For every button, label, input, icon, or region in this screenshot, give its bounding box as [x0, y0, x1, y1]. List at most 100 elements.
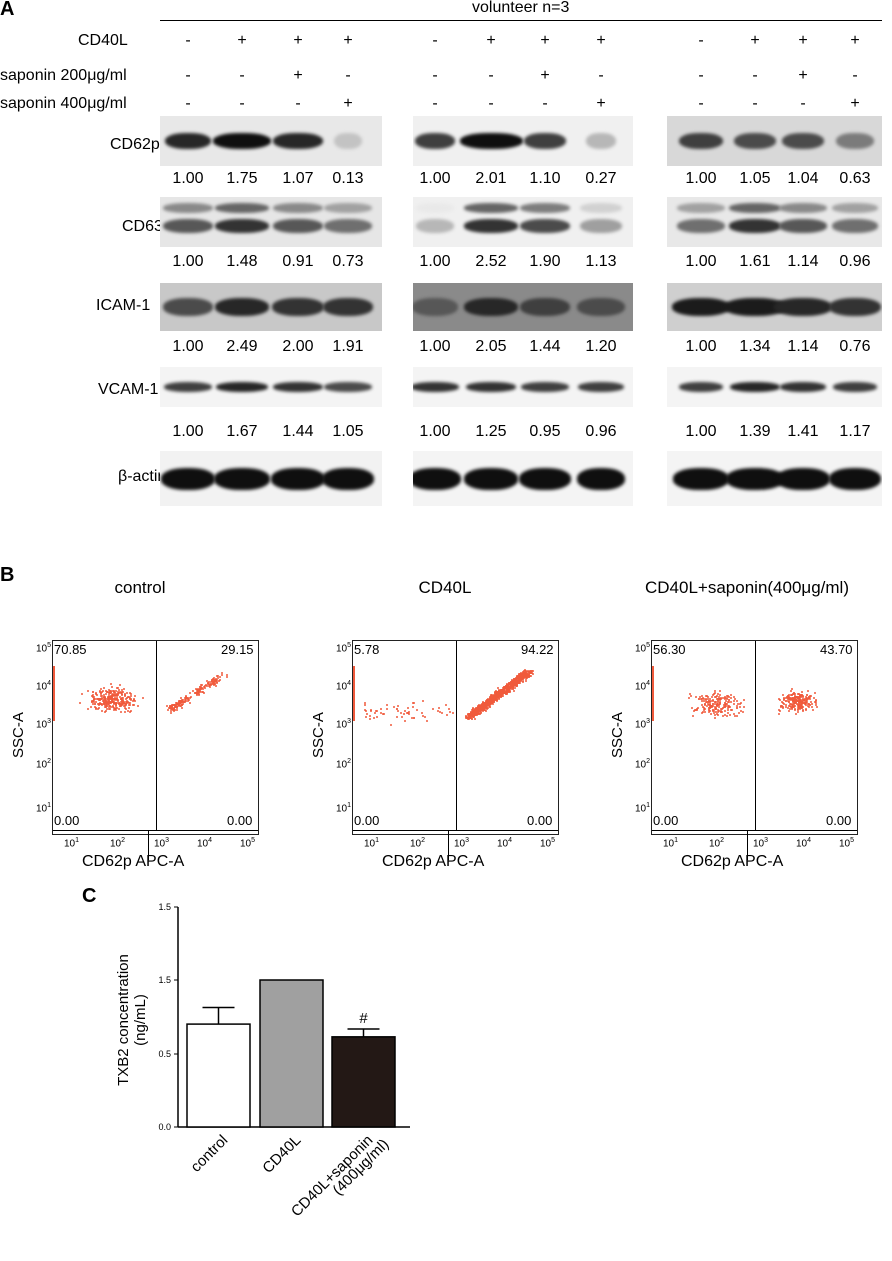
flow-event-dot: [474, 718, 477, 721]
flow-event-dot: [720, 709, 723, 712]
flow-event-dot: [109, 706, 112, 709]
flow-event-dot: [505, 687, 508, 690]
flow-event-dot: [705, 697, 708, 700]
flow-event-dot: [484, 700, 487, 703]
gate-vertical-1: [456, 641, 457, 831]
flow-event-dot: [495, 693, 498, 696]
flow-event-dot: [810, 705, 813, 708]
flow-event-dot: [519, 677, 522, 680]
quadrant-ul-1: 5.78: [354, 642, 380, 657]
flow-event-dot: [497, 698, 500, 701]
flow-event-dot: [728, 695, 731, 698]
band-1-2-3: [832, 219, 878, 233]
band-3-2-0: [679, 382, 723, 392]
flow-event-dot: [740, 702, 743, 705]
flow-event-dot: [522, 670, 525, 673]
flow-event-dot: [791, 692, 794, 695]
flow-event-dot: [96, 694, 99, 697]
flow-event-dot: [510, 685, 513, 688]
flow-event-dot: [101, 702, 104, 705]
ytick-2-2: 103: [635, 718, 650, 730]
quant-value-3-1-3: 0.96: [585, 423, 617, 440]
flow-event-dot: [720, 698, 723, 701]
flow-event-dot: [512, 683, 515, 686]
flow-event-dot: [499, 690, 502, 693]
flow-event-dot: [728, 705, 731, 708]
flow-event-dot: [711, 704, 714, 707]
flow-event-dot: [170, 707, 173, 710]
flow-event-dot: [714, 706, 717, 709]
flow-event-dot: [123, 707, 126, 710]
flow-event-dot: [714, 689, 717, 692]
flow-ylabel-0: SSC-A: [10, 712, 27, 758]
flow-event-dot: [118, 684, 121, 687]
flow-event-dot: [111, 700, 114, 703]
sign-0-2-0: -: [698, 32, 704, 49]
flow-event-dot: [102, 696, 105, 699]
flow-event-dot: [487, 703, 490, 706]
flow-event-dot: [109, 690, 112, 693]
flow-event-dot: [216, 677, 219, 680]
flow-event-dot: [104, 690, 107, 693]
tick-exponent: 5: [646, 642, 651, 649]
flow-event-dot: [98, 706, 101, 709]
flow-event-dot: [513, 689, 516, 692]
flow-event-dot: [813, 700, 816, 703]
flow-event-dot: [129, 697, 132, 700]
band-3-0-0: [164, 382, 212, 392]
flow-event-dot: [714, 696, 717, 698]
quant-value-1-2-3: 0.96: [839, 253, 871, 270]
flow-event-dot: [113, 694, 116, 697]
sign-1-0-2: +: [293, 67, 303, 84]
flow-event-dot: [109, 683, 112, 686]
flow-event-dot: [485, 707, 488, 710]
blot-0-2: [667, 116, 882, 166]
flow-event-dot: [114, 709, 117, 712]
flow-event-dot: [184, 698, 187, 701]
flow-event-dot: [104, 705, 107, 708]
quant-value-2-2-0: 1.00: [685, 338, 717, 355]
tick-base: 10: [635, 719, 647, 731]
flow-event-dot: [104, 710, 107, 713]
flow-event-dot: [197, 688, 200, 691]
sign-1-0-0: -: [185, 67, 191, 84]
flow-event-dot: [215, 681, 218, 684]
quant-value-1-1-3: 1.13: [585, 253, 617, 270]
flow-event-dot: [480, 707, 483, 710]
flow-event-dot: [220, 673, 223, 676]
flow-event-dot: [95, 701, 98, 704]
tick-exponent: 1: [375, 837, 380, 844]
band-0-0-0: [165, 133, 211, 149]
panel-c-letter: C: [82, 885, 97, 907]
flow-event-dot: [727, 705, 730, 708]
flow-event-dot: [392, 705, 395, 708]
sign-2-2-2: -: [800, 95, 806, 112]
blot-0-1: [413, 116, 633, 166]
flow-event-dot: [117, 707, 120, 710]
tick-base: 10: [197, 838, 209, 850]
flow-event-dot: [712, 692, 715, 695]
quant-value-0-1-2: 1.10: [529, 170, 561, 187]
flow-event-dot: [492, 695, 495, 698]
edge-events-1: [353, 666, 355, 721]
flow-event-dot: [198, 687, 201, 690]
flow-event-dot: [87, 689, 90, 692]
flow-event-dot: [511, 687, 514, 690]
xtick-1-2: 103: [454, 837, 469, 849]
flow-event-dot: [806, 701, 809, 704]
flow-dots-1: [353, 641, 558, 834]
flow-event-dot: [789, 694, 792, 697]
flow-event-dot: [724, 704, 727, 707]
y-axis-label-line1: TXB2 concentration: [115, 954, 132, 1086]
flow-event-dot: [110, 694, 113, 697]
quant-value-1-1-2: 1.90: [529, 253, 561, 270]
quant-value-0-2-3: 0.63: [839, 170, 871, 187]
flow-event-dot: [129, 703, 132, 706]
flow-event-dot: [504, 691, 507, 694]
flow-event-dot: [800, 702, 803, 705]
flow-event-dot: [816, 706, 819, 709]
flow-event-dot: [814, 704, 817, 707]
flow-event-dot: [134, 699, 137, 702]
sign-1-2-0: -: [698, 67, 704, 84]
blot-2-0: [160, 283, 382, 331]
